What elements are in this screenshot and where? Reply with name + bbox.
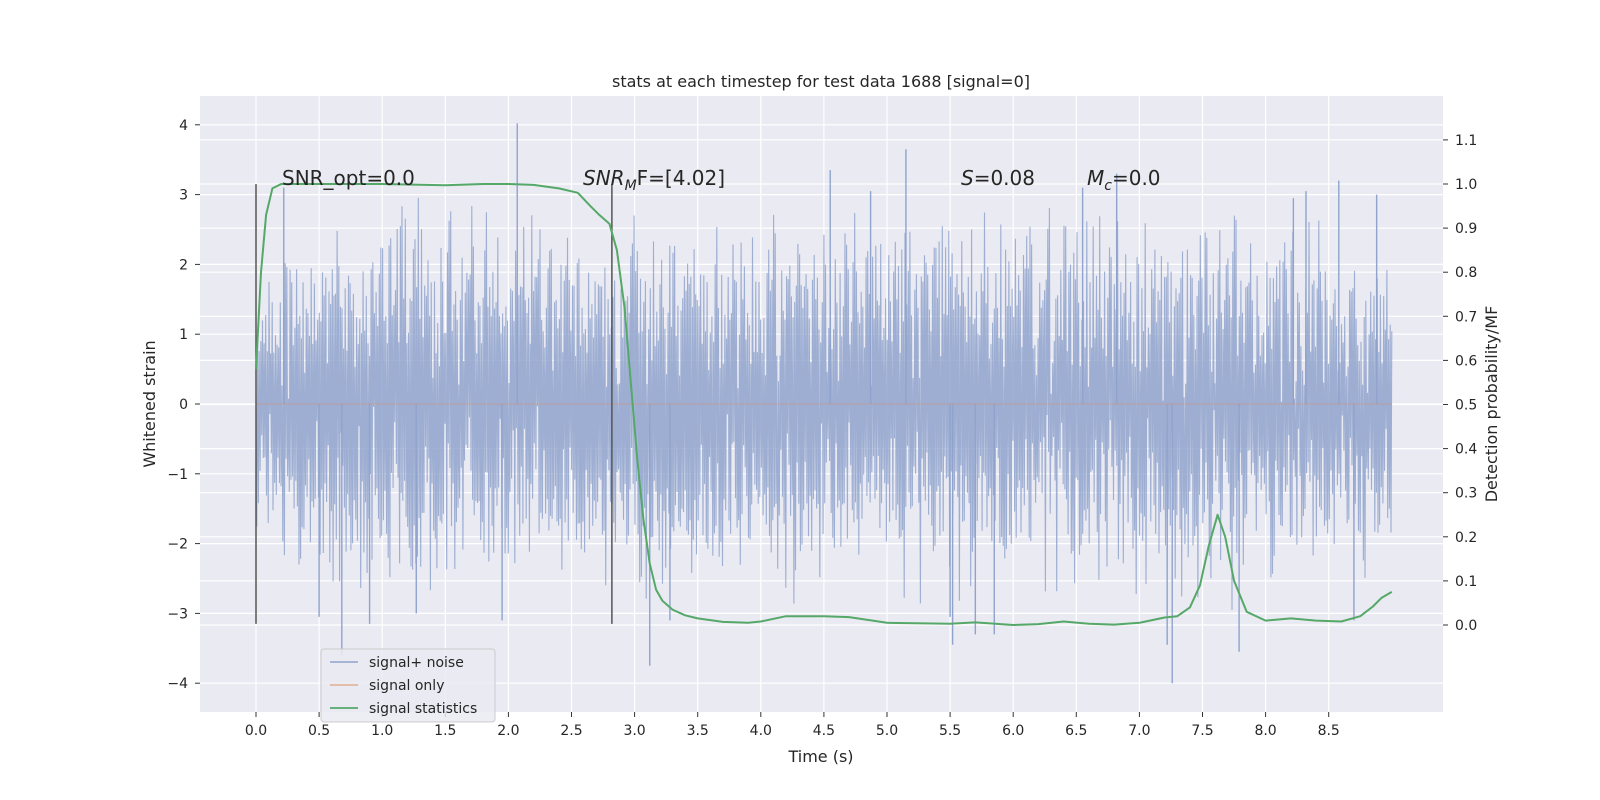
y2-tick-label: 0.3 xyxy=(1455,486,1477,502)
x-tick-label: 7.0 xyxy=(1128,723,1150,739)
x-tick-label: 0.5 xyxy=(308,723,330,739)
y2-axis-label: Detection probability/MF xyxy=(1482,306,1501,503)
y2-tick-label: 1.0 xyxy=(1455,177,1477,193)
y-tick-label: −4 xyxy=(167,676,188,692)
y2-tick-label: 0.4 xyxy=(1455,442,1477,458)
legend-label-signal-statistics: signal statistics xyxy=(369,701,477,717)
x-tick-label: 6.0 xyxy=(1002,723,1024,739)
y2-tick-label: 0.7 xyxy=(1455,309,1477,325)
annotation-snr-opt: SNR_opt=0.0 xyxy=(282,166,415,190)
signal-noise-series xyxy=(255,123,1393,684)
x-tick-label: 8.0 xyxy=(1254,723,1276,739)
x-tick-label: 5.5 xyxy=(939,723,961,739)
y-tick-label: −3 xyxy=(167,606,188,622)
annotation-snr-mf: SNRMF=[4.02] xyxy=(583,166,725,194)
annotation-s: S=0.08 xyxy=(961,166,1035,190)
y-tick-label: 1 xyxy=(179,327,188,343)
x-tick-label: 4.5 xyxy=(813,723,835,739)
x-tick-label: 3.5 xyxy=(687,723,709,739)
x-tick-label: 8.5 xyxy=(1318,723,1340,739)
y-tick-label: 2 xyxy=(179,257,188,273)
x-tick-label: 6.5 xyxy=(1065,723,1087,739)
y2-tick-label: 0.5 xyxy=(1455,398,1477,414)
y2-tick-label: 0.6 xyxy=(1455,353,1477,369)
legend-label-signal-only: signal only xyxy=(369,678,444,694)
legend: signal+ noise signal only signal statist… xyxy=(320,648,496,723)
signal-statistics-line xyxy=(255,183,1393,626)
y2-tick-label: 0.2 xyxy=(1455,530,1477,546)
y2-tick-label: 0.8 xyxy=(1455,265,1477,281)
y-tick-label: 0 xyxy=(179,397,188,413)
x-tick-label: 5.0 xyxy=(876,723,898,739)
chart-title: stats at each timestep for test data 168… xyxy=(612,72,1030,91)
y2-tick-label: 0.9 xyxy=(1455,221,1477,237)
y-tick-label: −1 xyxy=(167,467,188,483)
y-axis-label: Whitened strain xyxy=(140,340,159,467)
signal-statistics-series xyxy=(255,183,1393,626)
x-tick-label: 3.0 xyxy=(623,723,645,739)
x-axis-label: Time (s) xyxy=(787,747,853,766)
x-tick-label: 1.5 xyxy=(434,723,456,739)
x-tick-label: 1.0 xyxy=(371,723,393,739)
legend-label-signal-noise: signal+ noise xyxy=(369,655,464,671)
legend-box xyxy=(320,648,496,723)
y-tick-label: 4 xyxy=(179,118,188,134)
x-tick-label: 2.0 xyxy=(497,723,519,739)
x-tick-label: 4.0 xyxy=(750,723,772,739)
y2-tick-label: 0.1 xyxy=(1455,574,1477,590)
y-tick-label: 3 xyxy=(179,188,188,204)
y2-tick-label: 0.0 xyxy=(1455,618,1477,634)
annotations: SNR_opt=0.0 SNRMF=[4.02] S=0.08 Mc=0.0 xyxy=(282,166,1161,194)
x-tick-label: 7.5 xyxy=(1191,723,1213,739)
y-tick-label: −2 xyxy=(167,537,188,553)
signal-noise-line xyxy=(255,197,1393,610)
ticks: 0.0 0.5 1.0 1.5 2.0 2.5 3.0 3.5 4.0 4.5 5.0 5.5 6.0 6… xyxy=(167,118,1477,739)
annotation-mc: Mc=0.0 xyxy=(1087,166,1161,194)
x-tick-label: 2.5 xyxy=(560,723,582,739)
vertical-markers xyxy=(255,184,613,624)
x-tick-label: 0.0 xyxy=(245,723,267,739)
y2-tick-label: 1.1 xyxy=(1455,133,1477,149)
